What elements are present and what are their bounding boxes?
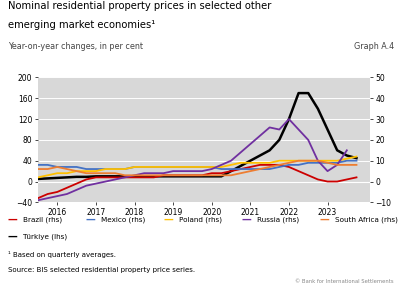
Text: —: — — [164, 215, 174, 224]
Text: ¹ Based on quarterly averages.: ¹ Based on quarterly averages. — [8, 251, 116, 258]
Text: —: — — [242, 215, 252, 224]
Text: Türkiye (lhs): Türkiye (lhs) — [23, 234, 67, 240]
Text: © Bank for International Settlements: © Bank for International Settlements — [295, 279, 394, 284]
Text: Year-on-year changes, in per cent: Year-on-year changes, in per cent — [8, 42, 143, 51]
Text: Nominal residential property prices in selected other: Nominal residential property prices in s… — [8, 1, 271, 11]
Text: Poland (rhs): Poland (rhs) — [179, 216, 222, 223]
Text: Source: BIS selected residential property price series.: Source: BIS selected residential propert… — [8, 267, 195, 274]
Text: South Africa (rhs): South Africa (rhs) — [335, 216, 398, 223]
Text: Mexico (rhs): Mexico (rhs) — [101, 216, 146, 223]
Text: —: — — [8, 232, 18, 242]
Text: Brazil (rhs): Brazil (rhs) — [23, 216, 62, 223]
Text: —: — — [8, 215, 18, 224]
Text: —: — — [320, 215, 330, 224]
Text: Graph A.4: Graph A.4 — [354, 42, 394, 51]
Text: —: — — [86, 215, 96, 224]
Text: emerging market economies¹: emerging market economies¹ — [8, 20, 155, 30]
Text: Russia (rhs): Russia (rhs) — [257, 216, 299, 223]
